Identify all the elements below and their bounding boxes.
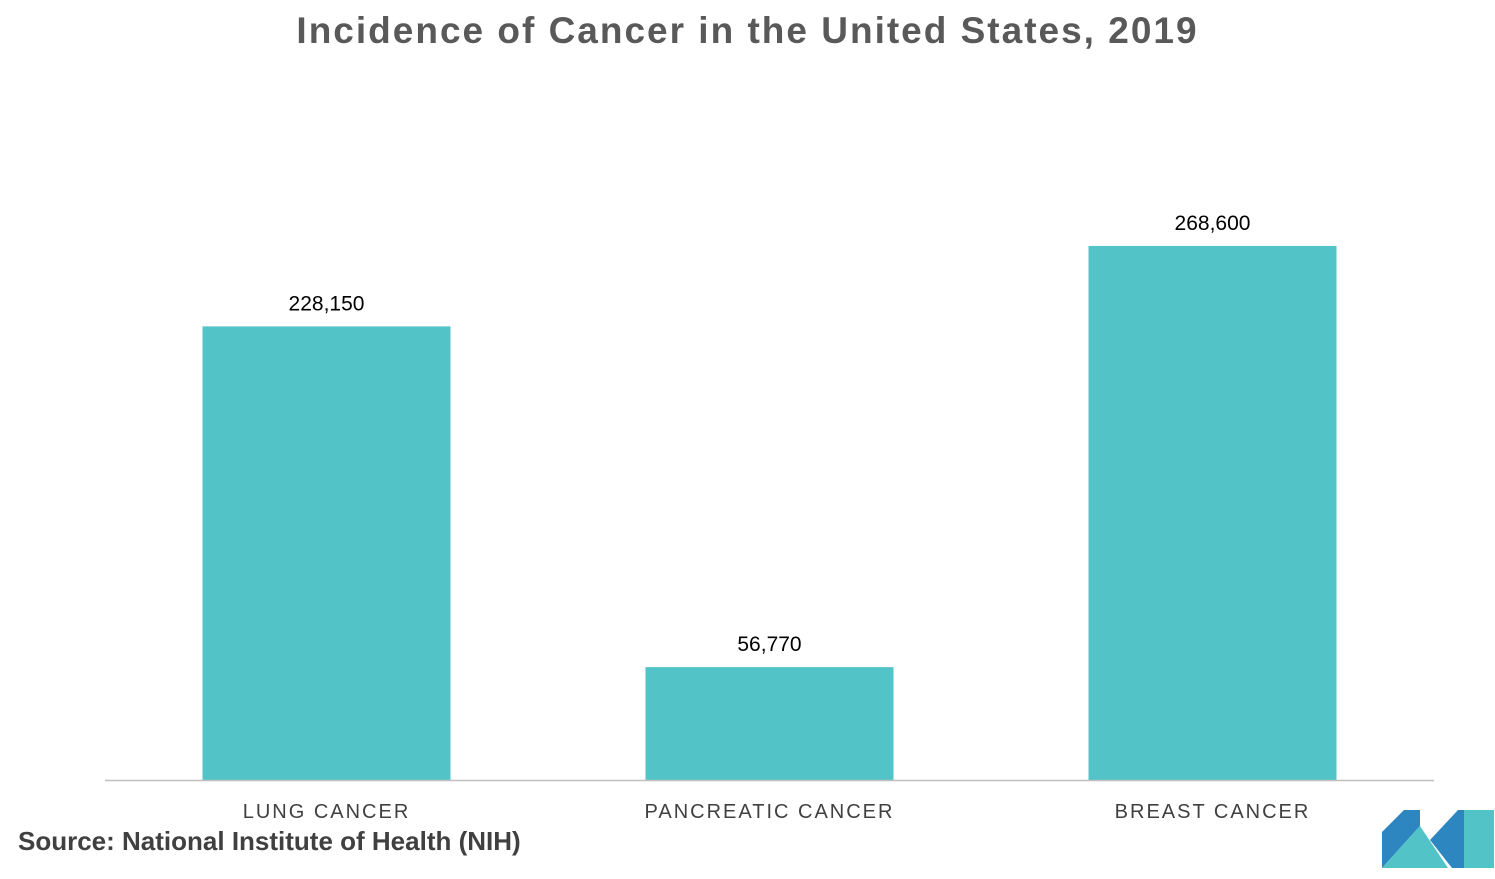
source-note: Source: National Institute of Health (NI… bbox=[18, 826, 521, 856]
data-label: 56,770 bbox=[737, 633, 801, 656]
x-tick-label: PANCREATIC CANCER bbox=[645, 801, 895, 823]
company-logo-icon bbox=[1382, 810, 1494, 868]
logo-shape-left bbox=[1382, 810, 1420, 868]
x-tick-label: LUNG CANCER bbox=[243, 801, 411, 823]
data-label: 268,600 bbox=[1175, 212, 1251, 235]
bar-pancreatic-cancer bbox=[645, 667, 894, 780]
chart-title: Incidence of Cancer in the United States… bbox=[296, 10, 1199, 51]
x-tick-labels-layer: LUNG CANCER PANCREATIC CANCER BREAST CANCE… bbox=[243, 801, 1311, 823]
logo-shape-right-a bbox=[1430, 810, 1464, 868]
data-label: 228,150 bbox=[289, 292, 365, 315]
x-tick-label: BREAST CANCER bbox=[1115, 801, 1311, 823]
logo-shape-right-b bbox=[1464, 810, 1494, 868]
data-labels-layer: 228,150 56,770 268,600 bbox=[289, 212, 1251, 656]
bars-layer bbox=[202, 245, 1337, 780]
logo-shape-middle bbox=[1382, 826, 1448, 868]
bar-breast-cancer bbox=[1088, 245, 1337, 780]
bar-lung-cancer bbox=[202, 326, 451, 780]
